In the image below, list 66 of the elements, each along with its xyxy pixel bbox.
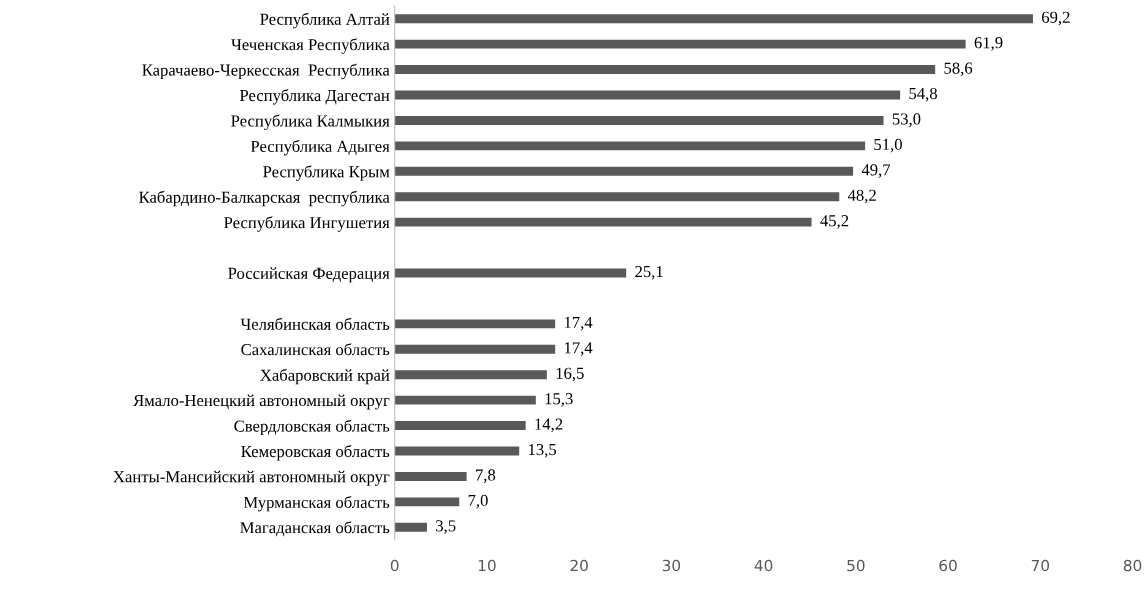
- y-tick-label: Ханты-Мансийский автономный округ: [113, 470, 390, 486]
- x-tick-label: 10: [478, 559, 496, 572]
- y-tick-label: Сахалинская область: [241, 343, 390, 356]
- data-label: 17,4: [564, 316, 593, 331]
- bar: [394, 90, 901, 100]
- y-tick-label: Челябинская область: [240, 317, 390, 330]
- data-label: 16,5: [556, 367, 584, 382]
- data-label: 15,3: [545, 393, 573, 407]
- data-label: 53,0: [892, 113, 921, 127]
- bar: [394, 14, 1033, 24]
- x-tick-label: 0: [390, 559, 399, 572]
- y-tick-label: Мурманская область: [243, 495, 390, 512]
- bar: [394, 217, 812, 227]
- bar: [394, 65, 936, 75]
- x-tick-label: 50: [847, 559, 865, 572]
- y-tick-label: Республика Алтай: [260, 12, 390, 29]
- data-label: 51,0: [874, 138, 902, 153]
- x-tick-label: 20: [570, 559, 588, 572]
- data-label: 48,2: [847, 189, 876, 204]
- bar: [394, 166, 854, 176]
- data-label: 7,8: [476, 469, 496, 483]
- bar: [394, 344, 556, 354]
- data-label: 54,8: [909, 87, 937, 102]
- x-tick-label: 70: [1031, 559, 1050, 572]
- data-label: 7,0: [468, 494, 488, 509]
- y-tick-label: Кабардино-Балкарская республика: [139, 190, 390, 207]
- bar: [394, 370, 547, 380]
- y-tick-label: Республика Ингушетия: [224, 216, 390, 232]
- y-tick-label: Республика Адыгея: [250, 139, 390, 156]
- y-tick-label: Магаданская область: [240, 521, 390, 537]
- bar: [394, 268, 627, 278]
- y-tick-label: Чеченская Республика: [231, 38, 390, 54]
- data-label: 58,6: [944, 62, 973, 77]
- y-tick-label: Республика Дагестан: [239, 89, 390, 105]
- bar: [394, 192, 840, 202]
- bar: [394, 395, 536, 405]
- y-tick-label: Хабаровский край: [260, 368, 390, 385]
- data-label: 45,2: [820, 215, 849, 229]
- x-tick-label: 60: [939, 559, 957, 572]
- x-tick-label: 30: [662, 559, 681, 572]
- x-tick-label: 40: [754, 559, 773, 572]
- x-tick-label: 80: [1123, 559, 1142, 572]
- bar: [394, 319, 556, 329]
- bar: [394, 446, 520, 456]
- data-label: 49,7: [861, 164, 891, 178]
- bar: [394, 471, 467, 481]
- bar: [394, 115, 884, 125]
- bar: [394, 141, 866, 151]
- data-label: 69,2: [1042, 11, 1070, 26]
- y-tick-label: Российская Федерация: [228, 267, 390, 283]
- y-tick-label: Ямало-Ненецкий автономный округ: [133, 394, 390, 410]
- data-label: 17,4: [564, 342, 593, 356]
- data-label: 13,5: [529, 443, 557, 458]
- bar: [394, 497, 460, 507]
- bar: [394, 522, 427, 532]
- y-tick-label: Карачаево-Черкесская Республика: [142, 63, 390, 80]
- data-label: 3,5: [436, 520, 456, 534]
- y-tick-label: Республика Крым: [263, 165, 390, 181]
- data-label: 14,2: [535, 418, 563, 433]
- bar: [394, 39, 966, 49]
- y-tick-label: Кемеровская область: [241, 445, 390, 461]
- data-label: 25,1: [635, 265, 663, 280]
- y-tick-label: Республика Калмыкия: [231, 114, 390, 130]
- data-label: 61,9: [974, 37, 1003, 51]
- y-tick-label: Свердловская область: [234, 419, 390, 436]
- bar: [394, 421, 526, 431]
